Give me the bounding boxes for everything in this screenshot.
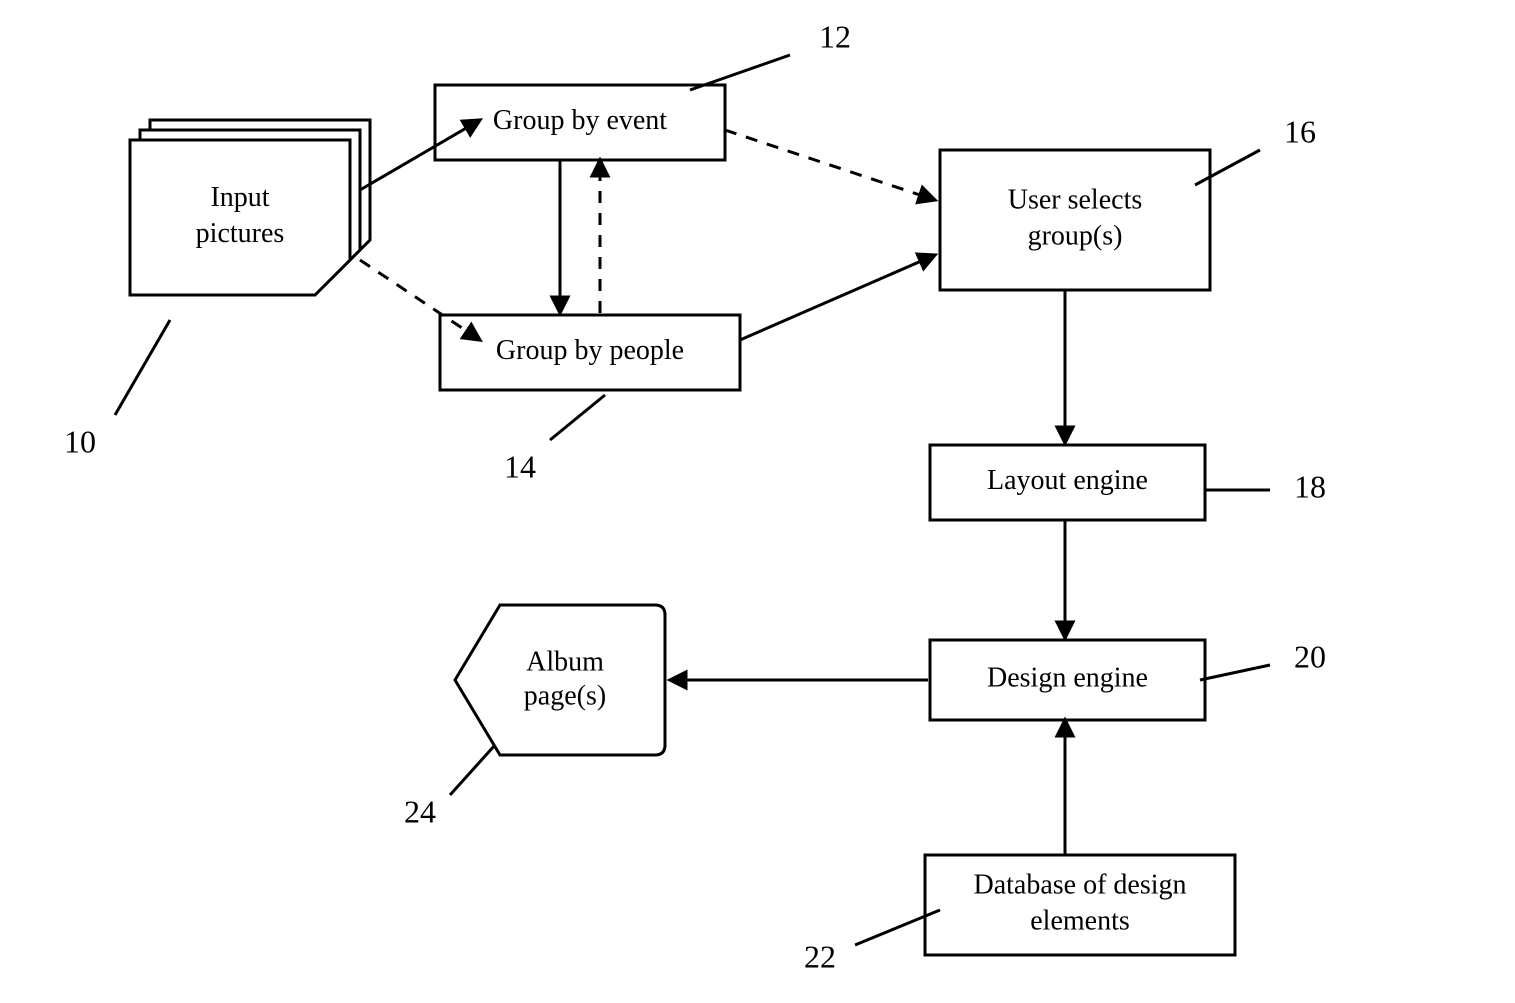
svg-text:Group by people: Group by people: [496, 335, 684, 366]
svg-text:Design engine: Design engine: [987, 662, 1148, 693]
svg-text:page(s): page(s): [524, 680, 606, 711]
callout-line-0: [115, 320, 170, 415]
label: Input: [210, 182, 269, 213]
ref-14: 14: [504, 448, 536, 484]
ref-18: 18: [1294, 468, 1326, 504]
ref-24: 24: [404, 793, 436, 829]
ref-20: 20: [1294, 638, 1326, 674]
callout-line-5: [1200, 665, 1270, 680]
svg-text:User selects: User selects: [1008, 184, 1143, 215]
callout-line-7: [450, 745, 495, 795]
callout-line-2: [550, 395, 605, 440]
ref-10: 10: [64, 423, 96, 459]
ref-16: 16: [1284, 113, 1316, 149]
callout-line-1: [690, 55, 790, 90]
svg-text:Layout engine: Layout engine: [987, 465, 1148, 496]
arrow-5: [740, 255, 935, 340]
arrow-4: [725, 130, 935, 200]
ref-12: 12: [819, 18, 851, 54]
svg-text:pictures: pictures: [196, 218, 285, 249]
svg-text:elements: elements: [1030, 905, 1130, 936]
svg-text:Database of design: Database of design: [973, 869, 1186, 900]
svg-text:group(s): group(s): [1028, 220, 1123, 251]
ref-22: 22: [804, 938, 836, 974]
svg-text:Group by event: Group by event: [493, 105, 667, 136]
svg-text:Album: Album: [526, 646, 604, 677]
